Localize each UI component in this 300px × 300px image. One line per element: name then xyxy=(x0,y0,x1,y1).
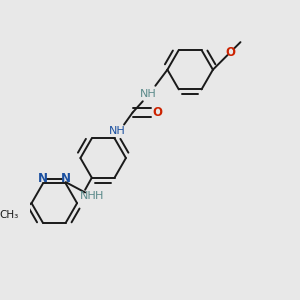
Text: NH: NH xyxy=(140,89,157,99)
Text: O: O xyxy=(152,106,162,119)
Text: O: O xyxy=(226,46,236,59)
Text: N: N xyxy=(61,172,71,185)
Text: NH: NH xyxy=(109,126,125,136)
Text: NH: NH xyxy=(80,191,96,202)
Text: N: N xyxy=(38,172,48,185)
Text: H: H xyxy=(95,191,103,202)
Text: CH₃: CH₃ xyxy=(0,211,18,220)
